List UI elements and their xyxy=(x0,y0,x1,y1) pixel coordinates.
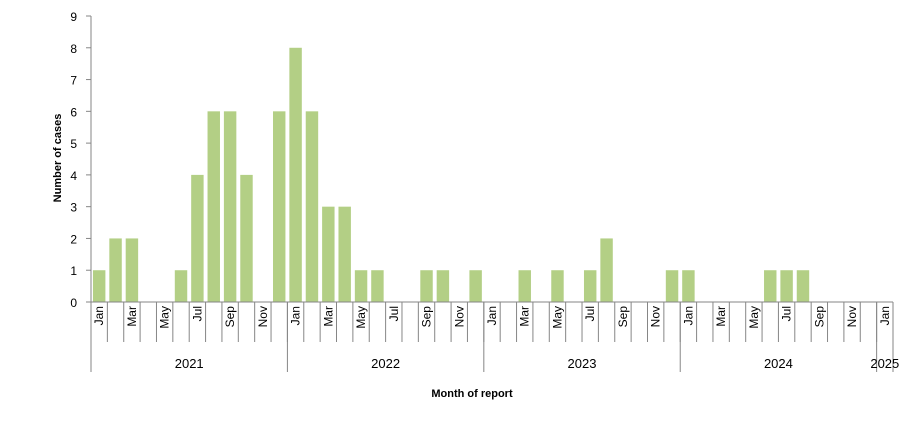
x-axis: Jan Mar May Jul Sep Nov Jan Mar May Jul Sep Nov Jan M… xyxy=(90,301,899,372)
y-tick-label: 3 xyxy=(70,201,77,215)
x-month-label: May xyxy=(747,306,761,329)
bar-dec-2021 xyxy=(273,111,286,302)
x-month-label: Nov xyxy=(649,306,663,327)
bar-jan-2022 xyxy=(289,47,302,302)
x-month-label: Nov xyxy=(256,306,270,327)
bar-oct-2021 xyxy=(240,174,253,302)
bar-jun-2021 xyxy=(174,270,188,302)
x-month-label: Sep xyxy=(223,306,237,328)
bar-apr-2022 xyxy=(338,206,351,302)
y-tick-label: 2 xyxy=(70,232,77,246)
year-label-2023: 2023 xyxy=(568,356,597,371)
x-axis-title: Month of report xyxy=(431,388,513,400)
y-tick-label: 1 xyxy=(70,264,77,278)
x-month-label: Mar xyxy=(518,306,532,327)
bar-may-2023 xyxy=(551,270,564,302)
bar-jul-2021 xyxy=(191,174,204,302)
x-month-label: Jan xyxy=(289,306,303,325)
bar-may-2022 xyxy=(354,270,368,302)
y-tick-label: 4 xyxy=(70,169,77,183)
bar-mar-2021 xyxy=(125,238,139,302)
x-month-label: Sep xyxy=(616,306,630,328)
bar-sep-2022 xyxy=(420,270,433,302)
x-month-label: May xyxy=(158,306,172,329)
x-month-label: Jan xyxy=(92,306,106,325)
x-month-label: Mar xyxy=(321,306,335,327)
bar-aug-2024 xyxy=(796,270,810,302)
bar-dec-2022 xyxy=(469,270,482,302)
bar-jan-2021 xyxy=(92,270,106,302)
bar-feb-2022 xyxy=(305,111,319,302)
bar-oct-2022 xyxy=(436,270,450,302)
y-tick-label: 9 xyxy=(70,10,77,24)
x-month-label: Mar xyxy=(125,306,139,327)
y-tick-label: 0 xyxy=(70,296,77,310)
x-month-label: Sep xyxy=(420,306,434,328)
x-month-label: Mar xyxy=(714,306,728,327)
bar-jan-2024 xyxy=(682,270,695,302)
x-month-label: Jan xyxy=(485,306,499,325)
bar-jun-2022 xyxy=(371,270,384,302)
y-axis: 0 1 2 3 4 5 6 7 8 9 xyxy=(70,10,92,310)
year-label-2021: 2021 xyxy=(175,356,204,371)
x-month-label: Jan xyxy=(878,306,892,325)
bar-dec-2023 xyxy=(665,270,679,302)
year-label-2024: 2024 xyxy=(764,356,793,371)
y-tick-label: 8 xyxy=(70,42,77,56)
bar-mar-2023 xyxy=(518,270,531,302)
bars-group xyxy=(92,47,810,302)
x-month-label: May xyxy=(354,306,368,329)
x-month-label: Nov xyxy=(452,306,466,327)
y-tick-label: 5 xyxy=(70,137,77,151)
x-month-label: Jul xyxy=(780,306,794,321)
bar-mar-2022 xyxy=(322,206,335,302)
x-month-label: Jul xyxy=(190,306,204,321)
x-month-label: May xyxy=(550,306,564,329)
bar-jul-2024 xyxy=(780,270,793,302)
x-month-label: Jul xyxy=(387,306,401,321)
y-axis-title: Number of cases xyxy=(52,114,64,203)
bar-sep-2021 xyxy=(223,111,237,302)
bar-aug-2023 xyxy=(600,238,613,302)
year-label-2025: 2025 xyxy=(870,356,899,371)
x-month-label: Nov xyxy=(845,306,859,327)
year-label-2022: 2022 xyxy=(371,356,400,371)
bar-aug-2021 xyxy=(207,111,220,302)
y-tick-label: 7 xyxy=(70,74,77,88)
x-month-label: Jan xyxy=(681,306,695,325)
bar-jul-2023 xyxy=(583,270,597,302)
y-tick-label: 6 xyxy=(70,105,77,119)
bar-feb-2021 xyxy=(109,238,122,302)
x-month-label: Sep xyxy=(812,306,826,328)
x-month-label: Jul xyxy=(583,306,597,321)
bar-jun-2024 xyxy=(764,270,777,302)
